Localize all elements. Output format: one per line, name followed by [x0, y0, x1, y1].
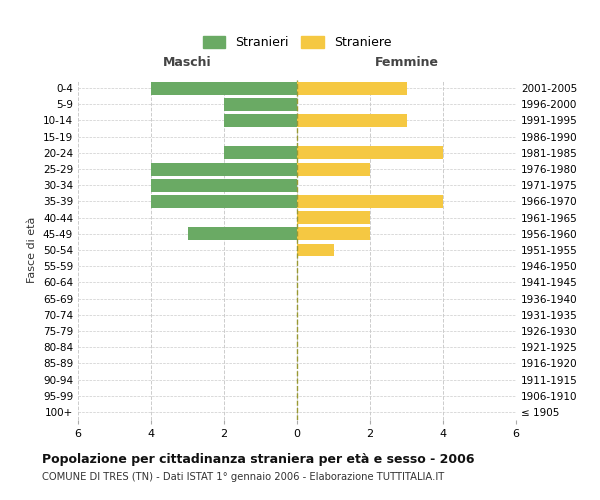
- Text: Maschi: Maschi: [163, 56, 212, 69]
- Text: COMUNE DI TRES (TN) - Dati ISTAT 1° gennaio 2006 - Elaborazione TUTTITALIA.IT: COMUNE DI TRES (TN) - Dati ISTAT 1° genn…: [42, 472, 444, 482]
- Bar: [151, 195, 297, 208]
- Bar: [224, 146, 297, 160]
- Bar: [224, 114, 297, 127]
- Text: Popolazione per cittadinanza straniera per età e sesso - 2006: Popolazione per cittadinanza straniera p…: [42, 452, 475, 466]
- Bar: [151, 82, 297, 94]
- Text: Femmine: Femmine: [374, 56, 439, 69]
- Bar: [297, 82, 407, 94]
- Y-axis label: Fasce di età: Fasce di età: [28, 217, 37, 283]
- Legend: Stranieri, Straniere: Stranieri, Straniere: [199, 32, 395, 53]
- Bar: [187, 228, 297, 240]
- Bar: [297, 228, 370, 240]
- Bar: [297, 195, 443, 208]
- Bar: [224, 98, 297, 111]
- Bar: [297, 244, 334, 256]
- Bar: [297, 211, 370, 224]
- Bar: [151, 179, 297, 192]
- Bar: [297, 114, 407, 127]
- Bar: [297, 146, 443, 160]
- Bar: [297, 162, 370, 175]
- Bar: [151, 162, 297, 175]
